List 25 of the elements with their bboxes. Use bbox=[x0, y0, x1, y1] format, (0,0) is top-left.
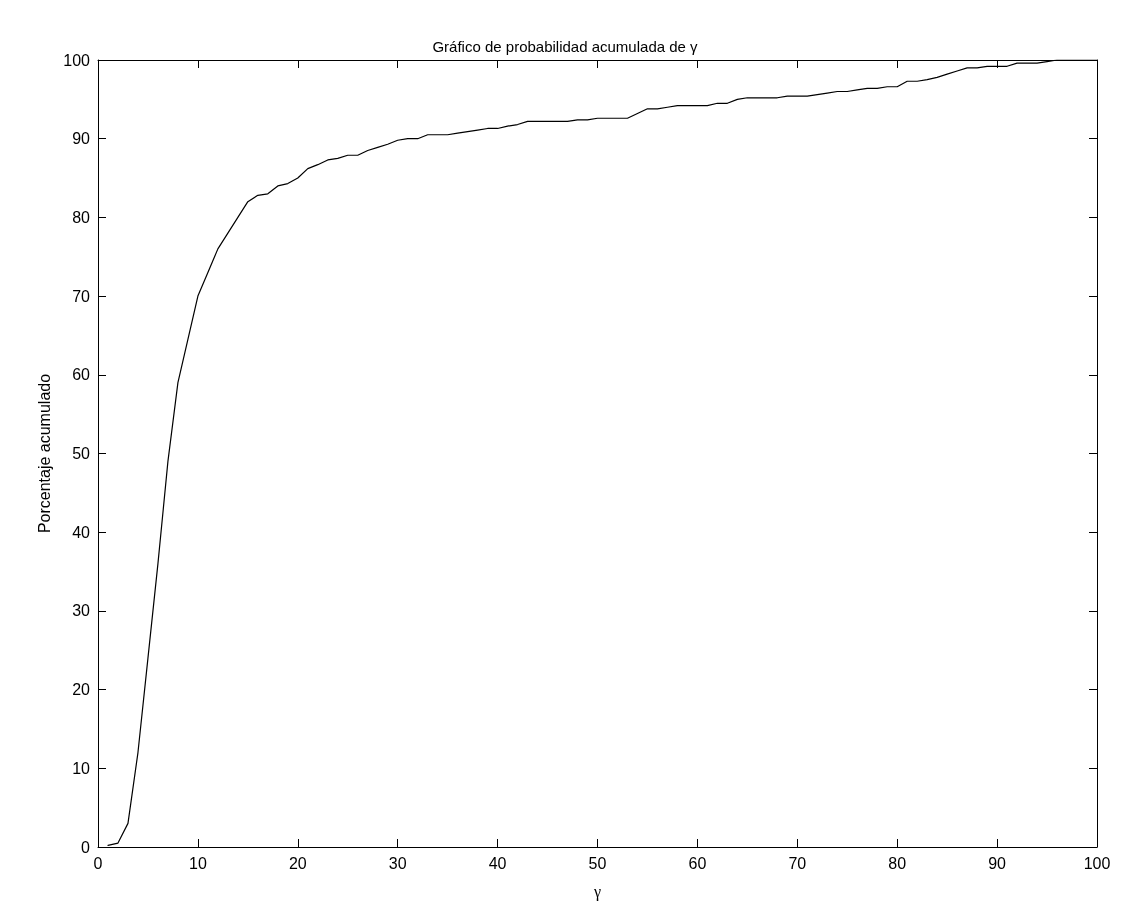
y-tick-label: 70 bbox=[72, 287, 91, 305]
x-tick-label: 90 bbox=[988, 854, 1007, 872]
x-tick-label: 20 bbox=[288, 854, 307, 872]
y-tick-label: 10 bbox=[72, 759, 91, 777]
y-tick-label: 20 bbox=[72, 681, 91, 699]
y-axis-title: Porcentaje acumulado bbox=[35, 373, 53, 534]
y-tick-label: 100 bbox=[63, 51, 91, 69]
x-tick-label: 80 bbox=[888, 854, 907, 872]
y-tick-label: 40 bbox=[72, 523, 91, 541]
x-tick-label: 50 bbox=[588, 854, 607, 872]
x-axis-title: γ bbox=[592, 882, 602, 901]
x-tick-label: 10 bbox=[189, 854, 207, 872]
y-tick-label: 50 bbox=[72, 445, 91, 462]
y-tick-label: 60 bbox=[72, 366, 91, 384]
x-tick-label: 0 bbox=[93, 854, 103, 872]
y-tick-label: 0 bbox=[81, 838, 91, 856]
y-tick-label: 80 bbox=[72, 208, 91, 226]
y-tick-label: 30 bbox=[72, 602, 91, 620]
chart-title: Gráfico de probabilidad acumulada de γ bbox=[432, 38, 699, 55]
x-tick-label: 40 bbox=[488, 854, 507, 872]
x-tick-label: 60 bbox=[688, 854, 707, 872]
x-tick-label: 100 bbox=[1083, 854, 1111, 872]
y-tick-label: 90 bbox=[72, 130, 91, 148]
x-tick-label: 70 bbox=[788, 854, 807, 872]
x-tick-label: 30 bbox=[388, 854, 407, 872]
